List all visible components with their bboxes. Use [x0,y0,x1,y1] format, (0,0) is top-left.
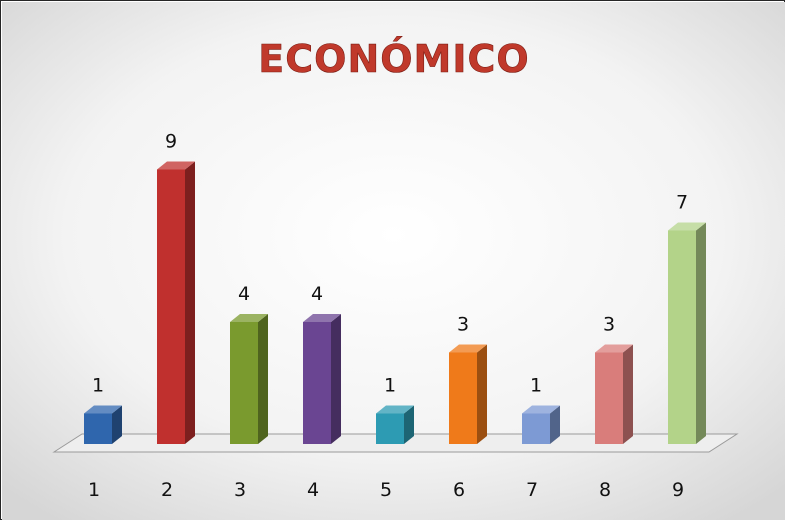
x-tick-label: 7 [526,479,538,501]
data-label: 1 [92,375,104,397]
bar-2 [157,161,195,444]
bar-top [84,405,122,414]
bar-side [404,405,414,444]
x-tick-label: 9 [672,479,684,501]
bar-side [331,314,341,444]
x-tick-label: 3 [234,479,246,501]
bar-top [668,222,706,231]
x-tick-label: 1 [88,479,100,501]
bar-5 [376,405,414,444]
bar-front [84,413,112,444]
x-tick-label: 8 [599,479,611,501]
bar-side [185,161,195,444]
data-label: 4 [311,283,323,305]
bar-front [157,169,185,444]
bar-top [230,314,268,322]
bar-front [449,352,477,444]
chart-title: ECONÓMICO [258,37,529,81]
bar-front [303,322,331,444]
data-label: 7 [676,192,688,214]
data-label: 3 [603,314,615,336]
bar-8 [595,344,633,444]
bar-top [449,344,487,353]
x-tick-label: 5 [380,479,392,501]
data-label: 1 [384,375,396,397]
x-tick-label: 2 [161,479,173,501]
bar-front [595,352,623,444]
bar-7 [522,405,560,444]
bar-top [376,405,414,414]
data-label: 4 [238,283,250,305]
bar-front [376,413,404,444]
bar-side [477,344,487,444]
bar-side [696,222,706,444]
bar-side [623,344,633,444]
bar-front [522,413,550,444]
data-label: 9 [165,131,177,153]
bar-4 [303,314,341,444]
data-label: 3 [457,314,469,336]
bar-3 [230,314,268,444]
bar-6 [449,344,487,444]
bar-1 [84,405,122,444]
bar-top [595,344,633,353]
x-tick-label: 4 [307,479,319,501]
bar-front [668,230,696,444]
bar-top [303,314,341,322]
bar-side [258,314,268,444]
data-label: 1 [530,375,542,397]
bar-9 [668,222,706,444]
bar-top [157,161,195,170]
bar-side [550,405,560,444]
bar-side [112,405,122,444]
bar-front [230,322,258,444]
bar-top [522,405,560,414]
x-tick-label: 6 [453,479,465,501]
